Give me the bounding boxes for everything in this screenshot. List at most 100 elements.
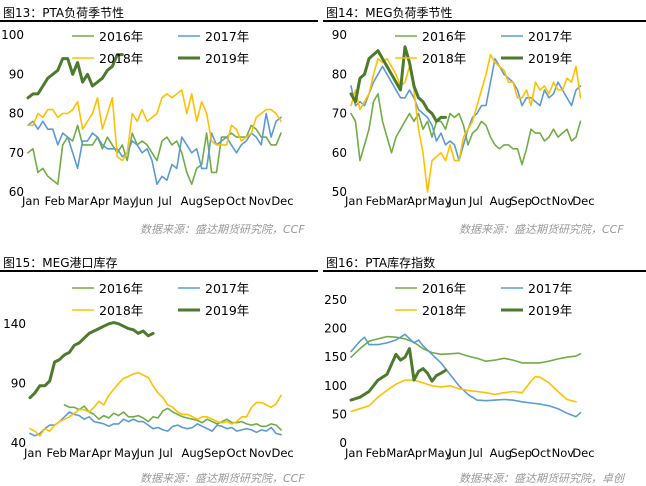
chart-title: 图16：PTA库存指数 bbox=[326, 256, 436, 270]
legend-label: 2017年 bbox=[205, 281, 249, 296]
legend-label: 2016年 bbox=[99, 281, 143, 296]
y-tick-label: 90 bbox=[9, 67, 24, 81]
x-tick-label: Aug bbox=[182, 446, 204, 460]
legend-label: 2017年 bbox=[528, 281, 572, 296]
title-rule bbox=[323, 270, 646, 272]
title-rule bbox=[0, 270, 318, 272]
chart-title: 图14：MEG负荷季节性 bbox=[326, 6, 453, 20]
series-line-2019年 bbox=[349, 45, 447, 123]
legend-label: 2016年 bbox=[422, 29, 466, 44]
chart-panel-meg-load: 图14：MEG负荷季节性 50 60 70 80 90 Jan Feb Mar Apr May Ju… bbox=[323, 0, 646, 243]
y-tick-label: 40 bbox=[11, 436, 26, 450]
legend-label: 2018年 bbox=[99, 51, 143, 66]
source-note: 数据来源：盛达期货研究院，CCF bbox=[140, 472, 305, 485]
legend-label: 2017年 bbox=[528, 29, 572, 44]
x-tick-label: Apr bbox=[407, 446, 427, 460]
x-tick-label: May bbox=[428, 194, 452, 208]
x-tick-label: Jul bbox=[468, 446, 483, 460]
x-tick-label: Jan bbox=[344, 446, 363, 460]
series-line-2016年 bbox=[350, 335, 582, 364]
y-tick-label: 50 bbox=[332, 407, 347, 421]
x-tick-label: Sep bbox=[203, 194, 225, 208]
x-tick-label: Apr bbox=[90, 194, 110, 208]
y-tick-label: 200 bbox=[324, 322, 347, 336]
x-tick-label: Aug bbox=[181, 194, 203, 208]
x-tick-label: Jun bbox=[134, 194, 153, 208]
y-tick-label: 150 bbox=[324, 350, 347, 364]
source-note: 数据来源：盛达期货研究院，CCF bbox=[459, 223, 624, 236]
series-line-2017年 bbox=[350, 57, 582, 162]
series-line-2018年 bbox=[29, 371, 282, 437]
chart-panel-pta-stock-index: 图16：PTA库存指数 0 50 100 150 200 250 Jan Feb Mar Apr M… bbox=[323, 243, 646, 486]
x-tick-label: Jul bbox=[157, 194, 172, 208]
series-line-2016年 bbox=[63, 404, 282, 431]
x-tick-label: Dec bbox=[572, 446, 594, 460]
y-tick-label: 90 bbox=[11, 376, 26, 390]
x-tick-label: Sep bbox=[510, 194, 532, 208]
x-tick-label: Feb bbox=[366, 194, 386, 208]
y-tick-label: 90 bbox=[332, 28, 347, 42]
chart-panel-meg-port-stock: 图15：MEG港口库存 40 90 140 Jan Feb Mar Apr May Jun Jul… bbox=[0, 243, 323, 486]
x-tick-label: Dec bbox=[272, 446, 294, 460]
x-tick-label: Jan bbox=[344, 194, 363, 208]
legend-label: 2019年 bbox=[528, 303, 572, 318]
chart-panel-pta-load: 图13：PTA负荷季节性 60 70 80 90 100 Jan Feb Mar Apr May J… bbox=[0, 0, 323, 243]
y-tick-label: 140 bbox=[3, 317, 26, 331]
series-line-2018年 bbox=[27, 89, 282, 162]
legend-label: 2017年 bbox=[205, 29, 249, 44]
series-line-2018年 bbox=[350, 53, 582, 193]
series-line-2019年 bbox=[28, 321, 155, 400]
x-tick-label: Nov bbox=[552, 194, 575, 208]
source-note: 数据来源：盛达期货研究院，卓创 bbox=[459, 472, 624, 485]
x-tick-label: Feb bbox=[47, 446, 67, 460]
x-tick-label: Aug bbox=[490, 446, 512, 460]
x-tick-label: Jun bbox=[447, 446, 466, 460]
y-tick-label: 80 bbox=[332, 67, 347, 81]
series-line-2017年 bbox=[27, 112, 282, 185]
x-tick-label: Sep bbox=[510, 446, 532, 460]
x-tick-label: Jan bbox=[23, 446, 42, 460]
series-line-2017年 bbox=[29, 411, 282, 437]
x-tick-label: Nov bbox=[552, 446, 575, 460]
x-tick-label: Oct bbox=[531, 194, 551, 208]
x-tick-label: Dec bbox=[572, 194, 594, 208]
series-line-2017年 bbox=[350, 333, 582, 418]
legend-label: 2018年 bbox=[422, 303, 466, 318]
source-note: 数据来源：盛达期货研究院，CCF bbox=[140, 223, 305, 236]
series-line-2019年 bbox=[349, 347, 447, 402]
x-tick-label: Sep bbox=[204, 446, 226, 460]
y-tick-label: 70 bbox=[9, 146, 24, 160]
x-tick-label: Jun bbox=[447, 194, 466, 208]
y-tick-label: 100 bbox=[324, 379, 347, 393]
x-tick-label: May bbox=[114, 446, 138, 460]
x-tick-label: Dec bbox=[271, 194, 293, 208]
x-tick-label: May bbox=[113, 194, 137, 208]
x-tick-label: Jul bbox=[468, 194, 483, 208]
y-tick-label: 50 bbox=[332, 185, 347, 199]
legend-label: 2019年 bbox=[205, 303, 249, 318]
chart-title: 图15：MEG港口库存 bbox=[3, 256, 118, 270]
x-tick-label: Nov bbox=[249, 194, 272, 208]
y-tick-label: 70 bbox=[332, 107, 347, 121]
x-tick-label: Mar bbox=[67, 194, 89, 208]
x-tick-label: Apr bbox=[92, 446, 112, 460]
x-tick-label: Oct bbox=[227, 446, 247, 460]
y-tick-label: 60 bbox=[332, 146, 347, 160]
x-tick-label: Aug bbox=[490, 194, 512, 208]
x-tick-label: Mar bbox=[386, 446, 408, 460]
x-tick-label: Mar bbox=[386, 194, 408, 208]
y-tick-label: 80 bbox=[9, 107, 24, 121]
legend-label: 2019年 bbox=[528, 51, 572, 66]
legend-label: 2018年 bbox=[422, 51, 466, 66]
x-tick-label: Nov bbox=[249, 446, 272, 460]
legend-label: 2019年 bbox=[205, 51, 249, 66]
x-tick-label: Mar bbox=[69, 446, 91, 460]
chart-title: 图13：PTA负荷季节性 bbox=[3, 6, 125, 20]
y-tick-label: 60 bbox=[9, 185, 24, 199]
y-tick-label: 100 bbox=[1, 28, 24, 42]
x-tick-label: Jan bbox=[21, 194, 40, 208]
x-tick-label: May bbox=[428, 446, 452, 460]
y-tick-label: 0 bbox=[339, 436, 347, 450]
